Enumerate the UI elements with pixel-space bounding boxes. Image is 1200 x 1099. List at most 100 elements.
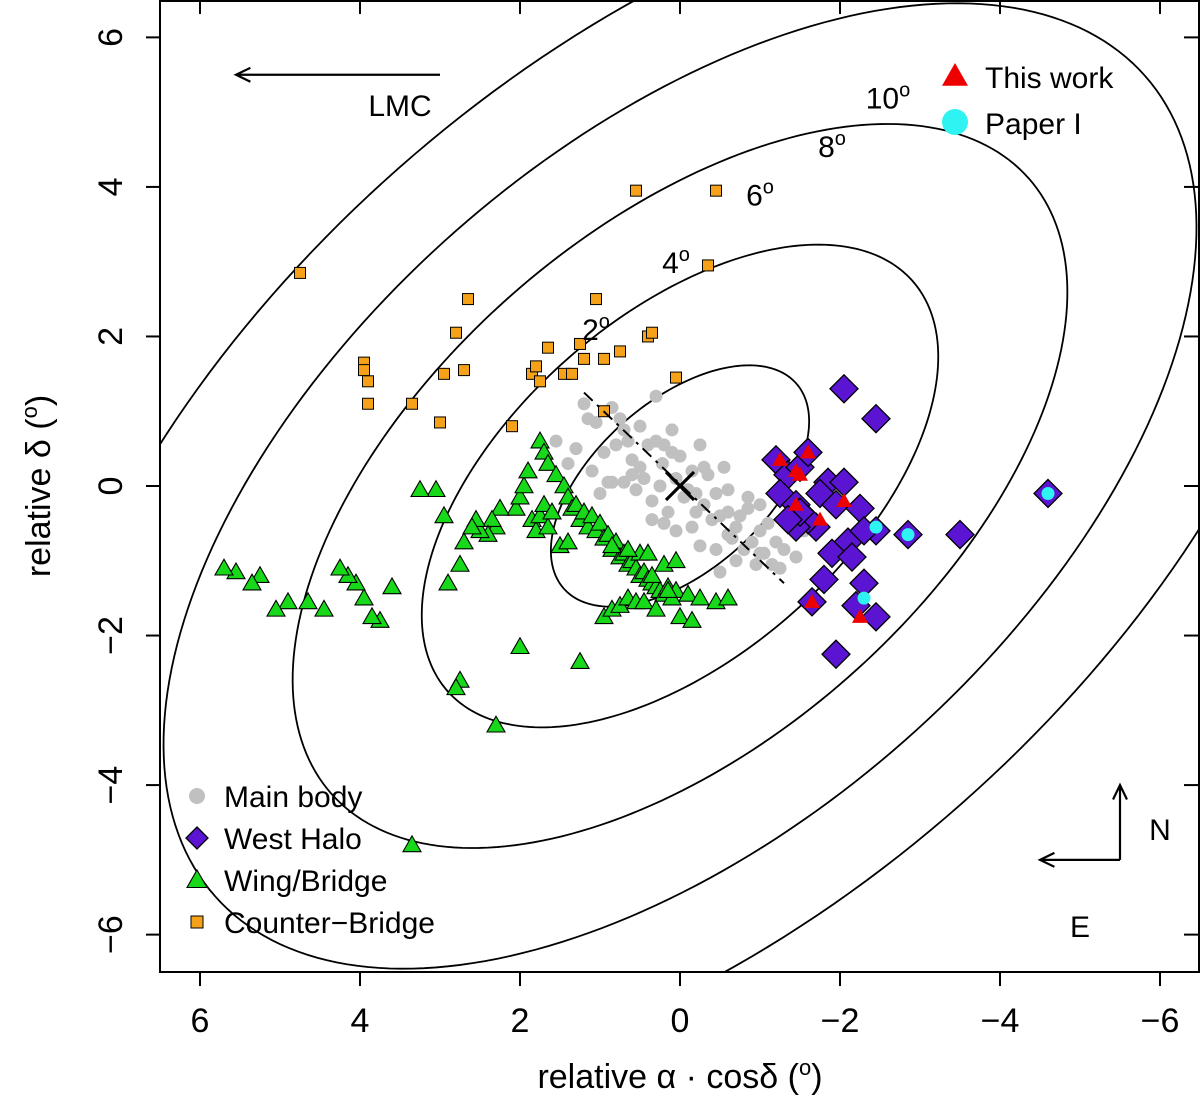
compass-north-arrow (1112, 782, 1128, 860)
compass-n-label: N (1149, 814, 1171, 847)
data-point (593, 486, 607, 500)
legend-label: Paper I (985, 108, 1082, 141)
legend-entry: Counter−Bridge (190, 907, 435, 940)
data-point (753, 524, 767, 538)
data-point (629, 483, 643, 497)
data-point (709, 486, 723, 500)
data-point (685, 464, 699, 478)
ellipse-label-2deg: 2o (582, 311, 610, 347)
data-point (773, 504, 803, 535)
series-counter-bridge (294, 184, 722, 433)
data-point (682, 610, 702, 628)
legend-entry: Main body (189, 781, 362, 814)
data-point (402, 834, 422, 853)
data-point (772, 451, 788, 466)
data-point (605, 475, 619, 489)
degree-superscript: o (679, 244, 690, 266)
legend-top-right: This work Paper I (942, 62, 1114, 141)
degree-superscript: o (17, 406, 42, 418)
legend-bottom-left: Main body West Halo Wing/Bridge Counter−Bri… (185, 781, 435, 940)
data-point (250, 565, 270, 584)
data-point (693, 438, 707, 452)
series-this-work (772, 444, 868, 623)
data-point (861, 601, 891, 632)
data-point (462, 517, 482, 535)
data-point (693, 539, 707, 553)
overlay-layer: 2o 4o 6o 8o 10o LMC N E (233, 66, 1171, 944)
data-point (506, 420, 518, 433)
data-point (434, 416, 446, 429)
y-tick-label: −6 (92, 915, 130, 954)
data-point (538, 453, 558, 471)
ellipse-8deg (162, 2, 1198, 970)
series-paper-i (857, 486, 1055, 605)
data-point (637, 472, 651, 486)
data-point (549, 434, 563, 448)
x-tick-label: −2 (821, 1002, 860, 1040)
center-x-stroke (664, 470, 696, 502)
data-point (625, 453, 639, 467)
data-point (362, 397, 374, 410)
center-x-marker (664, 470, 696, 502)
data-point (438, 367, 450, 380)
data-point (817, 538, 847, 569)
y-tick-label: 4 (92, 177, 130, 196)
data-point (298, 591, 318, 610)
data-point (602, 535, 622, 554)
data-point (709, 543, 723, 557)
data-point (585, 464, 599, 478)
compass-east-arrow (1037, 851, 1120, 868)
data-point (713, 565, 727, 579)
degree-superscript: o (835, 128, 846, 150)
data-point (625, 468, 639, 482)
data-point (570, 651, 590, 670)
data-point (446, 677, 466, 696)
data-point (510, 636, 530, 655)
data-point (829, 373, 859, 404)
legend-marker (942, 109, 968, 135)
data-point (530, 431, 550, 449)
data-point (633, 419, 647, 433)
data-point (598, 352, 610, 365)
data-point (534, 494, 554, 512)
data-point (506, 498, 526, 516)
data-point (574, 337, 586, 350)
data-point (614, 345, 626, 358)
ellipse-label-text: 4o (662, 244, 690, 280)
data-point (645, 494, 659, 508)
data-point (566, 367, 578, 380)
y-tick-label: −4 (92, 766, 130, 805)
data-point (382, 576, 402, 595)
data-point (837, 542, 867, 572)
ellipse-label-text: 10o (866, 79, 911, 115)
series-west-halo (761, 373, 1063, 670)
degree-superscript: o (899, 79, 910, 101)
ellipse-10deg (160, 0, 1200, 972)
data-point (804, 593, 820, 608)
data-point (546, 464, 566, 483)
data-point (657, 516, 671, 530)
data-point (945, 519, 975, 550)
data-point (450, 554, 470, 572)
data-point (669, 472, 683, 486)
x-tick-label: −6 (1141, 1002, 1180, 1040)
data-point (678, 584, 698, 602)
data-point (450, 326, 462, 339)
x-tick-label: 0 (671, 1002, 690, 1040)
x-tick-label: 6 (191, 1002, 210, 1040)
data-point (733, 509, 747, 523)
data-point (266, 599, 286, 617)
data-point (638, 543, 658, 561)
ellipse-label-4deg: 4o (662, 244, 690, 280)
data-point (666, 550, 686, 569)
data-point (613, 412, 627, 426)
data-point (800, 444, 816, 459)
data-point (649, 389, 663, 403)
data-point (609, 438, 623, 452)
data-point (812, 511, 828, 526)
ellipse-label-text: 2o (582, 311, 610, 347)
data-point (857, 591, 871, 605)
legend-label: Wing/Bridge (224, 865, 387, 898)
data-point (590, 293, 602, 306)
legend-layer: Main body West Halo Wing/Bridge Counter−Bri… (185, 62, 1114, 940)
